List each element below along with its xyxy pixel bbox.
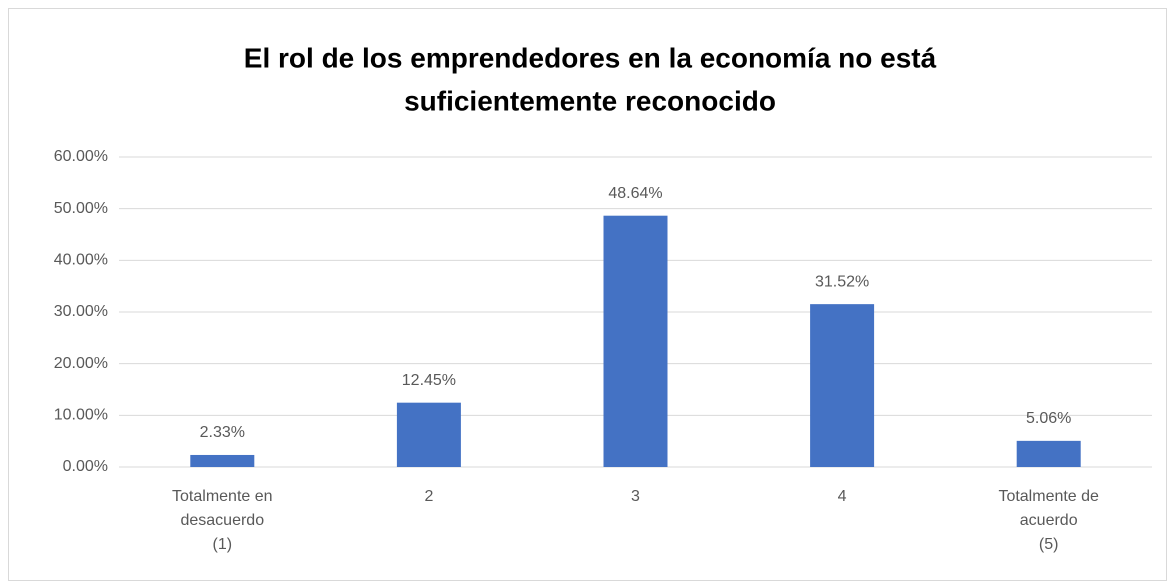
data-label: 31.52% (815, 273, 869, 290)
x-tick-label: Totalmente en (172, 488, 273, 505)
chart-frame (8, 8, 1167, 581)
x-tick-label: desacuerdo (180, 512, 264, 529)
chart-title: suficientemente reconocido (404, 85, 776, 116)
data-label: 2.33% (200, 424, 245, 441)
bar (1016, 440, 1081, 467)
x-tick-label: (1) (213, 536, 233, 553)
data-label: 48.64% (608, 185, 662, 202)
bar (810, 304, 875, 467)
x-tick-label: 2 (424, 488, 433, 505)
data-label: 5.06% (1026, 410, 1071, 427)
y-tick-label: 0.00% (63, 458, 108, 475)
x-tick-label: acuerdo (1020, 512, 1078, 529)
y-tick-label: 50.00% (54, 200, 108, 217)
x-tick-label: 4 (838, 488, 847, 505)
y-tick-label: 30.00% (54, 303, 108, 320)
bar (190, 454, 255, 467)
y-tick-label: 10.00% (54, 407, 108, 424)
x-tick-label: Totalmente de (998, 488, 1099, 505)
x-tick-label: (5) (1039, 536, 1059, 553)
bar (396, 402, 461, 467)
chart-title: El rol de los emprendedores en la econom… (244, 42, 937, 73)
y-tick-label: 40.00% (54, 252, 108, 269)
x-tick-label: 3 (631, 488, 640, 505)
data-label: 12.45% (402, 372, 456, 389)
y-tick-label: 20.00% (54, 355, 108, 372)
y-tick-label: 60.00% (54, 148, 108, 165)
bar (603, 215, 668, 467)
